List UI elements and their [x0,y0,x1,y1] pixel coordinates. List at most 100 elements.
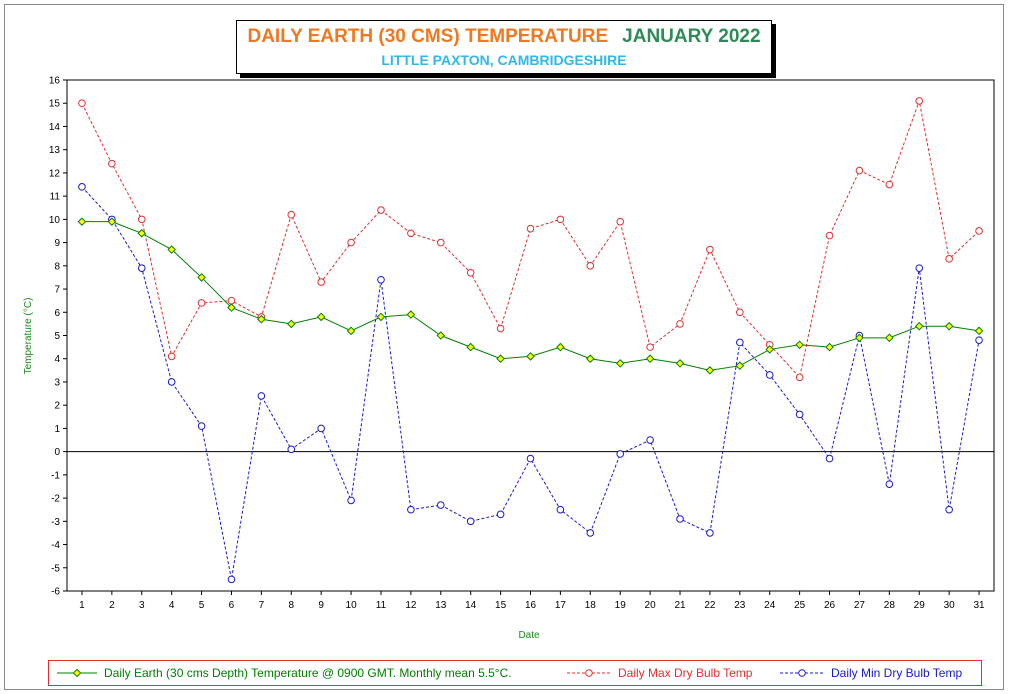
x-tick-label: 12 [405,600,417,611]
x-tick-labels: 1 2 3 4 5 6 7 8 9 10 11 12 13 14 15 16 17 18 19 20 21 22 23 24 2… [79,600,985,611]
y-tick-label: 2 [54,401,60,412]
x-tick-label: 16 [525,600,537,611]
data-point [496,354,505,364]
data-point [406,310,416,319]
y-tick-label: 5 [54,331,60,342]
data-point [316,312,326,322]
data-point [227,575,236,584]
y-tick-label: 11 [50,192,61,203]
data-point [855,333,864,343]
data-point [197,273,206,282]
data-point [526,454,535,463]
legend-label: Daily Min Dry Bulb Temp [831,666,962,680]
x-tick-label: 6 [229,600,235,611]
data-point [377,275,385,284]
title-line: DAILY EARTH (30 CMS) TEMPERATURE JANUARY … [237,26,771,48]
data-point [765,371,774,379]
data-point [197,422,206,430]
data-point [466,517,475,526]
data-point [346,326,356,336]
x-tick-label: 3 [139,600,145,611]
data-point [286,319,296,329]
data-point [914,321,924,331]
data-point [466,268,475,277]
y-tick-label: -3 [51,517,60,528]
x-tick-label: 1 [79,600,85,611]
data-point [137,228,147,238]
x-tick-label: 2 [109,600,115,611]
x-tick-label: 30 [944,600,956,611]
data-point [257,392,266,400]
data-point [945,505,953,514]
data-point [227,303,236,312]
data-point [167,378,176,386]
data-point [436,501,445,509]
x-tick-label: 9 [318,600,324,611]
x-tick-label: 18 [585,600,597,611]
legend-marker [798,669,806,677]
y-tick-label: 14 [49,122,61,133]
data-point [705,366,715,375]
data-point [795,410,804,419]
data-point [137,215,146,224]
data-point [317,278,325,286]
axes [63,79,995,595]
data-point [885,333,894,343]
x-axis-label: Date [518,630,540,641]
data-point [78,183,86,191]
data-point [795,340,804,350]
data-point [167,352,176,361]
data-point [586,529,595,537]
x-tick-label: 4 [169,600,175,611]
legend-marker [72,668,82,678]
x-tick-label: 14 [465,600,477,611]
y-tick-label: 1 [54,424,60,435]
x-tick-label: 13 [435,600,447,611]
x-tick-label: 23 [734,600,746,611]
data-point [975,336,983,344]
data-point [77,217,87,226]
data-point [526,224,535,233]
data-point [407,229,415,238]
series-2 [78,183,983,584]
data-point [975,227,983,235]
x-tick-label: 10 [346,600,358,611]
x-tick-label: 26 [824,600,836,611]
data-point [436,331,446,340]
data-point [287,210,296,219]
legend-label: Daily Earth (30 cms Depth) Temperature @… [104,666,512,680]
y-axis-label: Temperature (°C) [23,298,34,375]
data-point [736,338,744,347]
x-tick-label: 8 [288,600,294,611]
data-point [585,354,595,364]
data-point [944,321,954,331]
x-tick-label: 22 [704,600,716,611]
x-tick-label: 15 [495,600,507,611]
x-tick-label: 25 [794,600,806,611]
data-point [317,424,325,433]
data-point [108,159,116,168]
data-point [78,99,86,108]
data-point [885,480,894,488]
x-tick-label: 5 [199,600,205,611]
data-point [496,324,505,333]
x-tick-label: 11 [376,600,387,611]
data-point [167,245,176,254]
data-point [377,206,385,214]
y-tick-label: 10 [49,215,61,226]
data-point [227,296,236,305]
data-point [885,180,894,189]
legend-entry-0: Daily Earth (30 cms Depth) Temperature @… [57,666,512,680]
data-point [706,245,714,254]
data-point [407,505,415,514]
x-tick-label: 24 [764,600,776,611]
data-point [765,345,775,354]
data-point [526,352,535,361]
y-tick-label: 4 [54,354,60,365]
data-point [915,264,924,272]
legend-entry-2: Daily Min Dry Bulb Temp [780,666,962,680]
plot-area [66,79,995,592]
data-point [616,217,625,226]
